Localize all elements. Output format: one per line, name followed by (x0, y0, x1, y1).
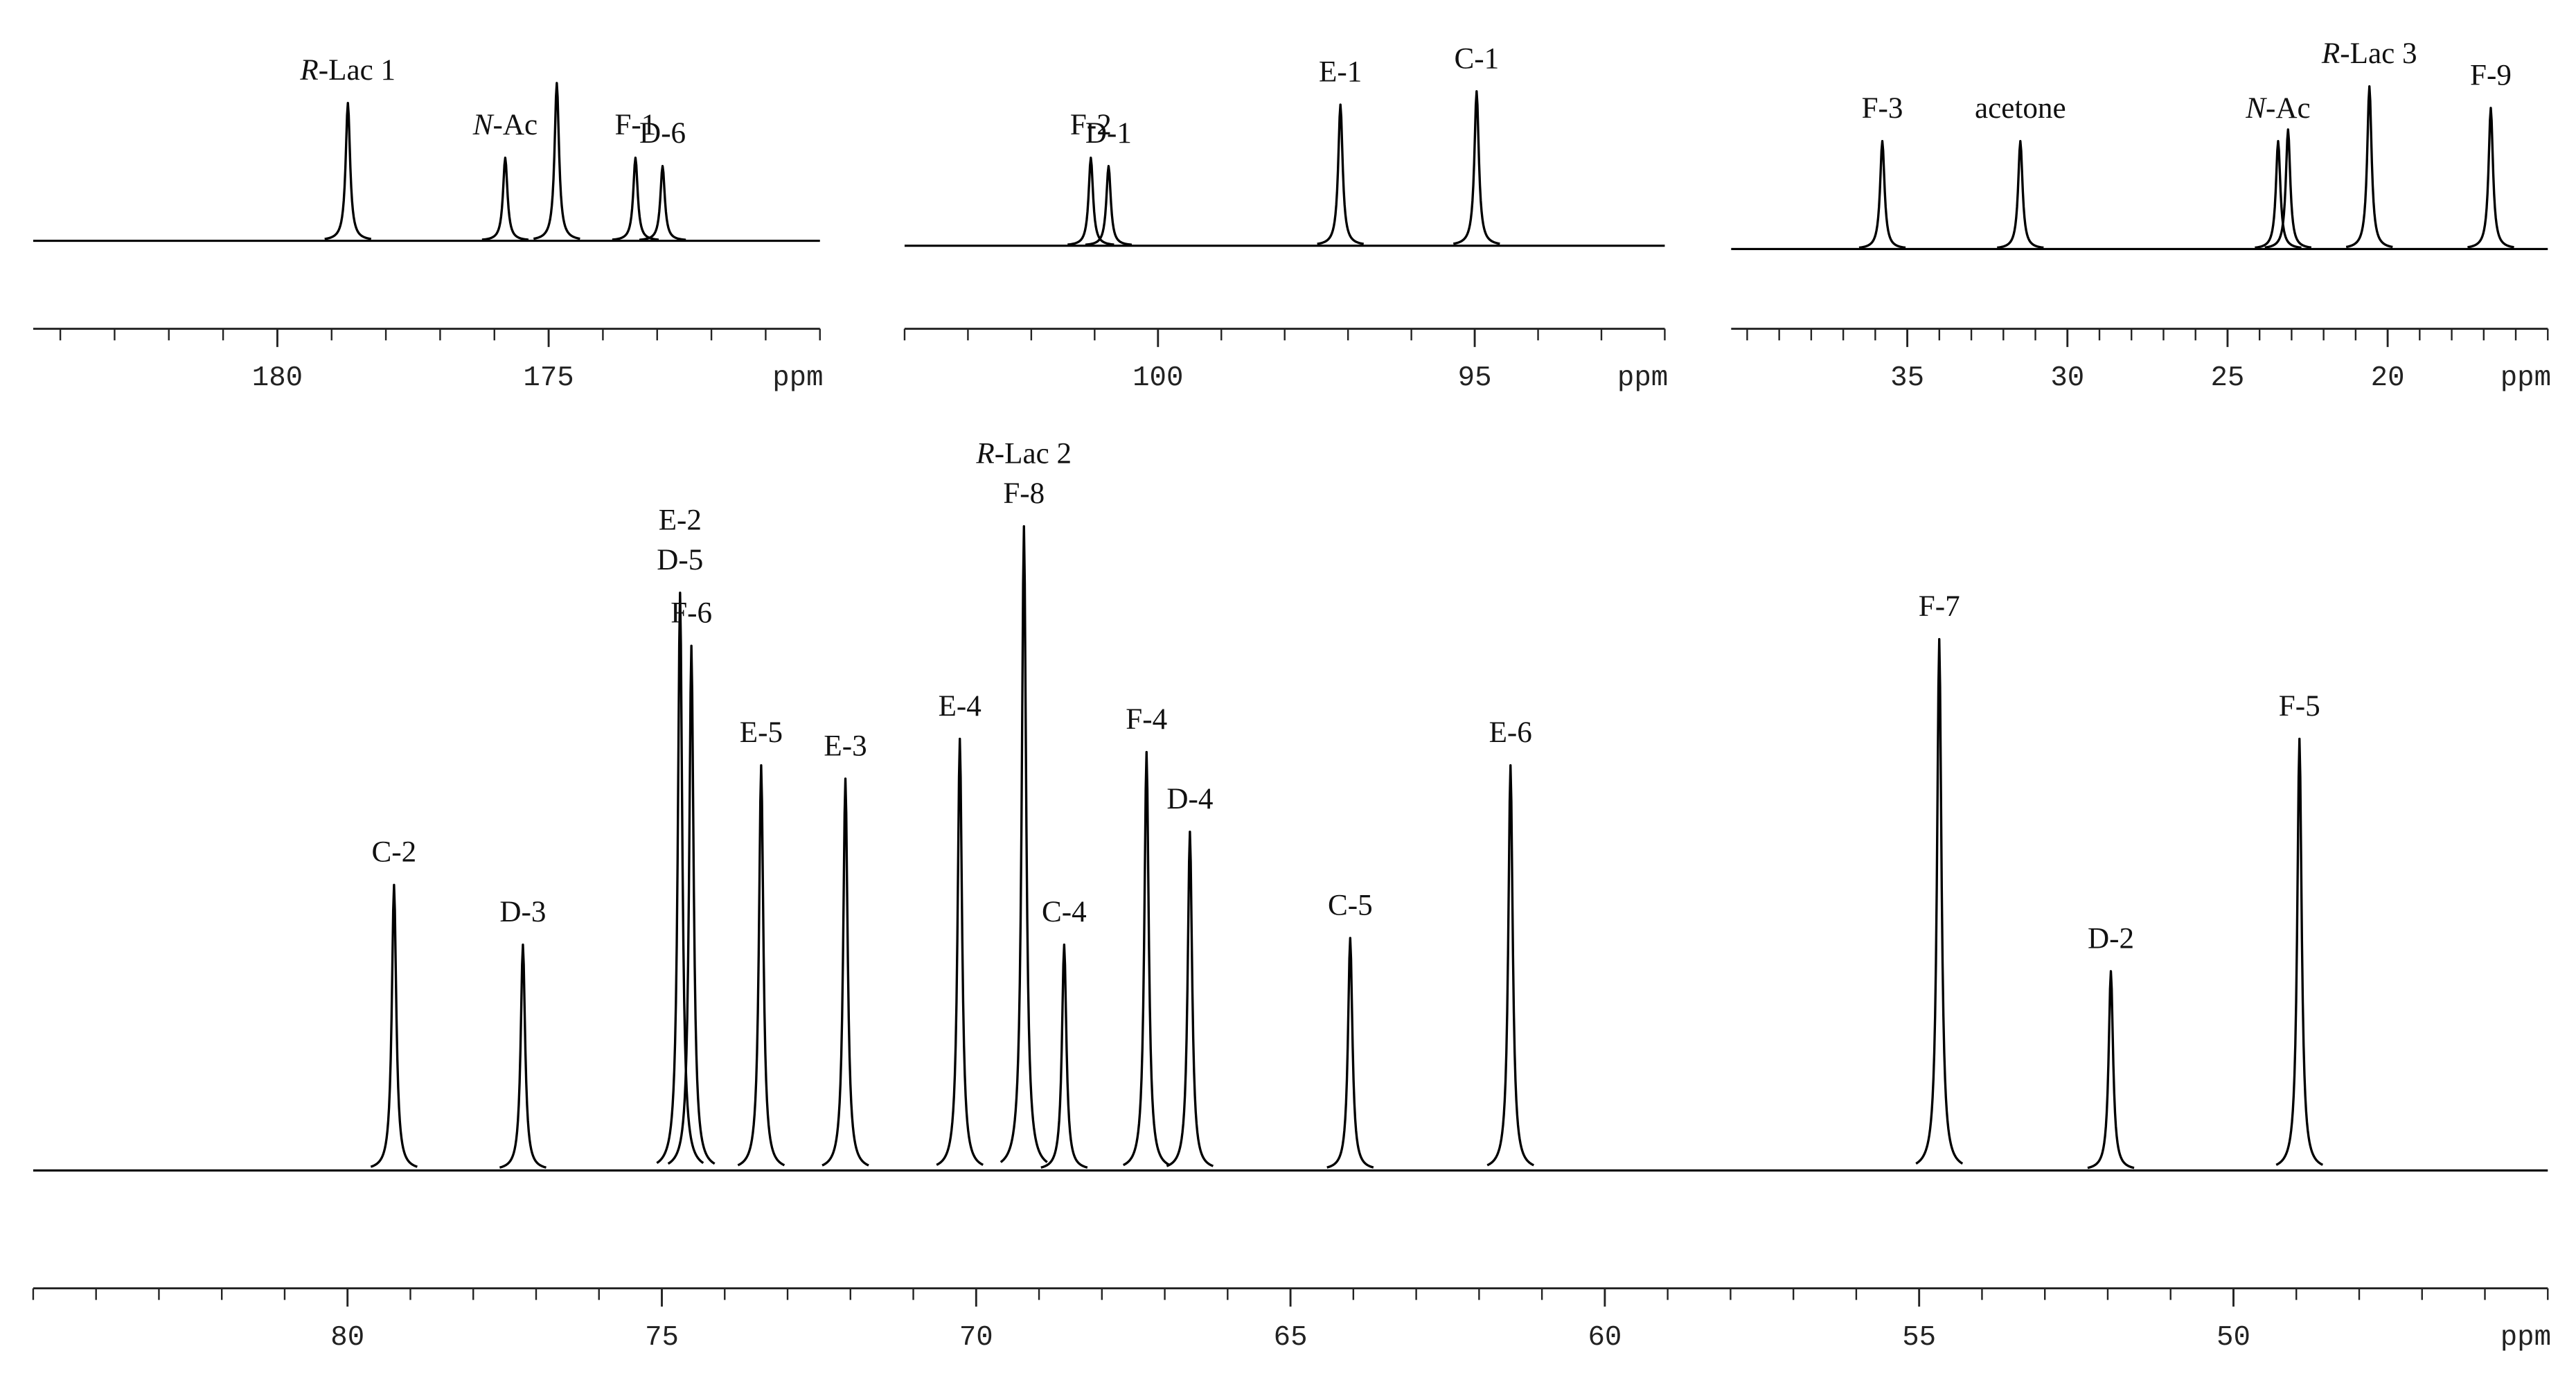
x-axis-label: ppm (1617, 362, 1668, 394)
peak (2467, 107, 2515, 249)
peak (1166, 830, 1214, 1167)
spectrum-panel: 80 75 70 65 60 55 50 ppm C-2 D-3 E-2 D-5 F-6 E-5 E-3 E-… (32, 438, 2551, 1354)
x-axis-label: ppm (772, 362, 823, 394)
peak-label: C-2 (372, 836, 417, 869)
x-tick-label: 25 (2210, 362, 2244, 394)
peak-label: R-Lac 3 (2321, 37, 2417, 70)
x-axis-label: ppm (2501, 362, 2551, 394)
peak-label: F-6 (670, 597, 712, 630)
x-tick-label: 75 (645, 1322, 679, 1354)
x-tick-label: 50 (2217, 1322, 2250, 1354)
peak (821, 777, 869, 1167)
x-tick-label: 20 (2371, 362, 2405, 394)
peak (1858, 140, 1906, 249)
peak (1317, 103, 1365, 245)
x-tick-label: 175 (523, 362, 574, 394)
spectrum-panel: 180 175 ppm R-Lac 1 N-Ac F-1D-6 (33, 54, 824, 394)
x-tick-label: 65 (1274, 1322, 1308, 1354)
peak-label: D-2 (2088, 922, 2134, 955)
peak (1000, 524, 1048, 1163)
x-tick-label: 60 (1588, 1322, 1622, 1354)
peak (2087, 970, 2135, 1169)
peak (2254, 140, 2302, 249)
peak-label: E-1 (1319, 55, 1362, 88)
peak-label: F-4 (1126, 703, 1167, 736)
peak (1040, 943, 1088, 1169)
peak-label: D-6 (639, 117, 686, 150)
peak-label: N-Ac (472, 109, 538, 141)
peak (656, 591, 704, 1165)
peak (2345, 85, 2393, 249)
peak (2264, 128, 2312, 249)
peak (612, 157, 659, 241)
peak-label: F-9 (2470, 59, 2512, 91)
spectrum-panel: 35 30 25 20 ppm F-3 acetone N-Ac R-Lac 3 F-9 (1731, 37, 2551, 394)
peak-label: E-4 (939, 690, 981, 723)
x-tick-label: 35 (1890, 362, 1924, 394)
x-tick-label: 100 (1132, 362, 1183, 394)
peak (1326, 937, 1374, 1169)
peak-label: F-2 (1070, 109, 1112, 141)
x-axis-label: ppm (2501, 1322, 2551, 1354)
peak-label: C-5 (1328, 889, 1373, 921)
peak (533, 82, 580, 240)
peak-label: F-5 (2279, 690, 2320, 723)
peak (1085, 164, 1132, 246)
peak-label: F-8 (1003, 477, 1045, 510)
peak-label: C-1 (1454, 42, 1499, 75)
peak-label: acetone (1975, 92, 2066, 125)
peak-label: F-3 (1862, 92, 1903, 125)
peak-label: E-2 (659, 504, 702, 536)
peak-label: D-4 (1166, 783, 1213, 815)
peak-label: C-4 (1042, 896, 1087, 928)
spectrum-panel: 100 95 ppm F-2D-1 E-1 C-1 (903, 42, 1668, 394)
x-tick-label: 180 (252, 362, 303, 394)
peak-label: D-5 (657, 544, 703, 576)
peak (639, 164, 686, 241)
peak-label: D-1 (1085, 117, 1132, 150)
peak-label: D-3 (499, 896, 546, 928)
peak-label: E-5 (740, 716, 783, 749)
peak (1996, 140, 2044, 249)
peak (1486, 764, 1534, 1167)
peak (2275, 737, 2324, 1166)
peak (1453, 90, 1500, 245)
peak (667, 644, 716, 1165)
peak (324, 101, 372, 240)
peak (936, 737, 984, 1166)
peak (737, 764, 785, 1167)
x-tick-label: 70 (959, 1322, 993, 1354)
x-tick-label: 95 (1458, 362, 1492, 394)
x-tick-label: 80 (330, 1322, 364, 1354)
peak-label: R-Lac 1 (299, 54, 396, 87)
peak-label: E-6 (1489, 716, 1532, 749)
peak (370, 883, 418, 1168)
peak-label: F-1 (614, 109, 656, 141)
peak-label: N-Ac (2245, 92, 2310, 125)
peak (481, 157, 529, 241)
x-tick-label: 30 (2050, 362, 2084, 394)
peak (1067, 157, 1114, 246)
x-tick-label: 55 (1902, 1322, 1936, 1354)
peak (1122, 750, 1171, 1167)
peak (499, 943, 547, 1169)
peak-label: F-7 (1919, 590, 1960, 623)
peak-label: E-3 (824, 730, 867, 762)
peak-label: R-Lac 2 (975, 438, 1072, 470)
peak (1915, 637, 1964, 1165)
